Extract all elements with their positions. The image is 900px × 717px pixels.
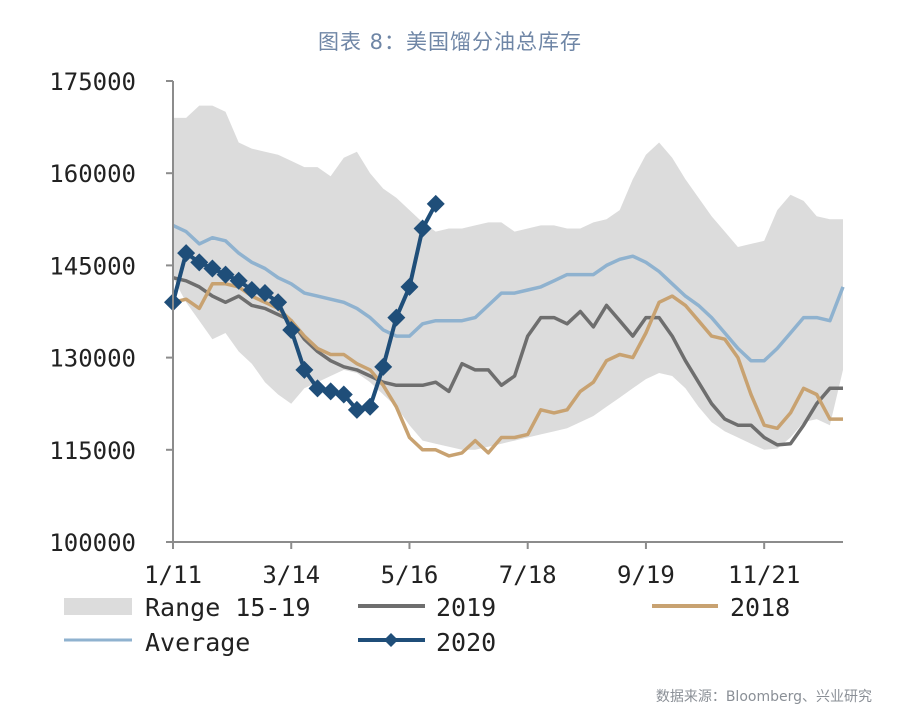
series-2020-point (255, 284, 274, 303)
legend-label: 2020 (436, 628, 496, 657)
axes: 100000 115000 130000 145000 160000 175000 1/11… (49, 68, 843, 589)
series-2020-point (190, 253, 209, 272)
series-2020-point (308, 379, 327, 398)
series-2020-point (413, 219, 432, 238)
series-2020-point (374, 357, 393, 376)
series-2020-point (269, 293, 288, 312)
x-tick-label: 3/14 (262, 561, 320, 589)
x-tick-label: 7/18 (499, 561, 557, 589)
chart-title: 图表 8：美国馏分油总库存 (317, 30, 583, 54)
series-2020-point (203, 259, 222, 278)
legend-label: 2019 (436, 593, 496, 622)
legend-swatch-range (64, 598, 132, 615)
y-tick-label: 100000 (49, 529, 136, 557)
source-note: 数据来源：Bloomberg、兴业研究 (655, 689, 872, 705)
series-2020-point (400, 277, 419, 296)
series-2020-point (334, 385, 353, 404)
series-2020-point (282, 320, 301, 339)
legend-label: Range 15-19 (145, 593, 311, 622)
x-tick-label: 5/16 (381, 561, 439, 589)
series-2020-point (361, 397, 380, 416)
x-tick-label: 11/21 (728, 561, 800, 589)
series-2020-point (347, 400, 366, 419)
y-tick-label: 160000 (49, 160, 136, 188)
y-tick-label: 130000 (49, 345, 136, 373)
y-tick-label: 145000 (49, 252, 136, 280)
series-2020-point (321, 382, 340, 401)
series-2020-point (295, 360, 314, 379)
series-2020-point (426, 194, 445, 213)
x-tick-label: 1/11 (144, 561, 202, 589)
y-tick-label: 115000 (49, 437, 136, 465)
series-2020-point (229, 271, 248, 290)
legend-marker-2020 (384, 633, 398, 647)
range-band (173, 105, 843, 450)
series-average-line (172, 223, 845, 363)
y-tick-label: 175000 (49, 68, 136, 96)
legend-label: Average (145, 628, 250, 657)
x-tick-label: 9/19 (617, 561, 675, 589)
series-2020-point (387, 308, 406, 327)
series-2020-point (242, 280, 261, 299)
series-2020-point (216, 265, 235, 284)
plot-area (164, 105, 845, 458)
legend: Range 15-19 2019 2018 Average 2020 (64, 593, 790, 657)
series-2020-point (177, 244, 196, 263)
chart-canvas: 100000 115000 130000 145000 160000 175000 1/11… (49, 68, 845, 657)
legend-label: 2018 (730, 593, 790, 622)
